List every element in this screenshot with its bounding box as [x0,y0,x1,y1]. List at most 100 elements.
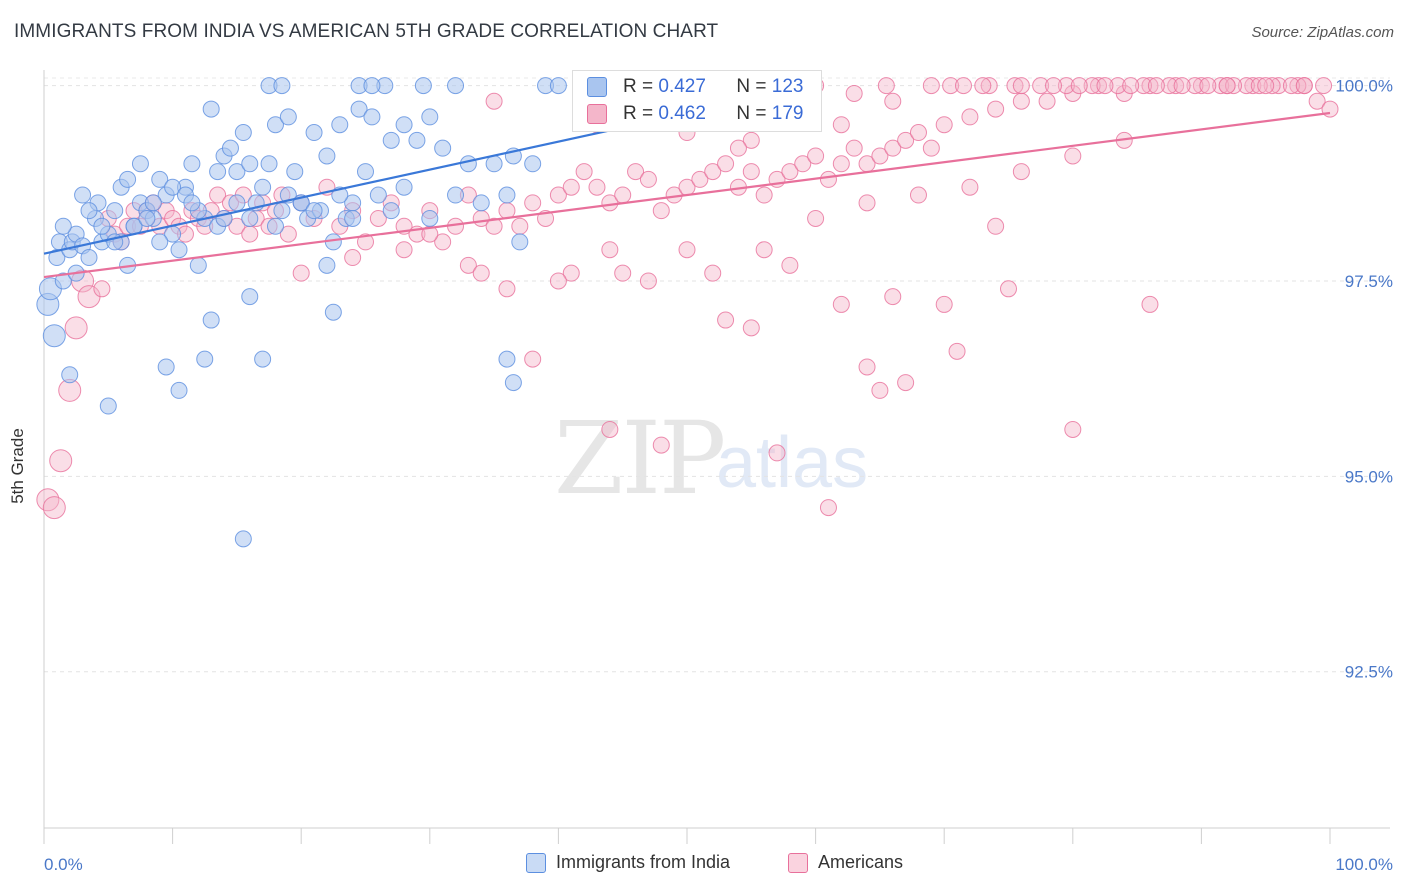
americans-point [1173,77,1191,95]
legend-item-americans: Americans [788,852,903,873]
americans-point [922,77,940,95]
americans-point [1070,77,1088,95]
india-point [421,209,439,227]
india-point [485,155,503,173]
americans-trend-line [43,111,1331,279]
india-point [305,202,323,220]
americans-point [1057,77,1075,95]
americans-point [704,163,722,181]
americans-point [357,233,374,251]
series-legend: Immigrants from India Americans [0,852,1406,880]
india-point [498,350,516,368]
americans-point [1064,420,1082,438]
india-point [382,131,400,149]
americans-point [209,186,227,204]
india-point [266,217,284,235]
americans-point [742,319,760,337]
americans-point [832,116,850,134]
india-point [80,202,98,220]
americans-point [1083,77,1101,95]
americans-point [1218,77,1236,95]
americans-point [241,225,259,243]
india-point [241,288,259,306]
americans-point [575,163,593,181]
americans-point [1135,77,1153,95]
india-point [170,381,188,399]
americans-point [909,186,927,204]
americans-point [627,163,645,181]
india-point [369,186,387,204]
india-point [234,124,252,142]
stats-legend-row-americans: R = 0.462 N = 179 [587,102,803,126]
americans-point [1032,77,1050,95]
americans-point [1225,77,1243,95]
americans-point [935,116,953,134]
americans-point [472,264,490,282]
india-point [241,155,259,173]
americans-point [974,77,992,95]
americans-point [877,77,895,95]
americans-point [845,84,863,102]
r-label: R = [623,103,659,124]
india-point [106,202,124,220]
americans-point [922,139,940,157]
americans-point [768,444,786,462]
americans-point [884,288,902,306]
americans-point [691,170,709,188]
india-point [305,124,323,142]
india-point [119,170,137,188]
americans-point [1244,77,1262,95]
india-point [279,108,297,126]
americans-point [1257,77,1275,95]
americans-point [485,217,503,235]
americans-point [961,178,979,196]
americans-point [942,77,960,95]
americans-point [42,496,66,520]
americans-point [1096,77,1114,95]
india-point [54,272,72,290]
india-point [318,256,336,274]
americans-point [897,131,915,149]
india-point [350,100,368,118]
americans-point [1000,280,1017,298]
americans-point [858,194,876,212]
india-point [93,217,111,235]
americans-point [845,139,863,157]
americans-point [884,139,902,157]
india-point [324,303,342,321]
india-point [221,139,239,157]
source-label: Source: ZipAtlas.com [1251,24,1394,41]
india-point [447,186,465,204]
stats-legend: R = 0.427 N = 123 R = 0.462 N = 179 [572,70,822,132]
americans-point [49,449,73,473]
india-point [504,374,522,392]
americans-point [1141,295,1159,313]
americans-point [1012,92,1030,110]
americans-point [36,488,60,512]
india-point [241,209,259,227]
americans-point [897,374,915,392]
americans-point [64,316,88,340]
americans-point [717,155,735,173]
americans-point [93,280,111,298]
americans-point [1064,147,1082,165]
india-point [434,139,452,157]
americans-point [1167,77,1185,95]
chart-title: IMMIGRANTS FROM INDIA VS AMERICAN 5TH GR… [14,21,719,42]
americans-point [369,209,387,227]
y-tick-label: 100.0% [1335,77,1393,96]
americans-point [639,272,657,290]
india-point [395,178,413,196]
americans-point [871,147,889,165]
americans-point [704,264,722,282]
americans-point [1263,77,1281,95]
india-point [164,178,182,196]
americans-point [1270,77,1288,95]
americans-point [1199,77,1217,95]
india-point [228,163,246,181]
americans-point [742,163,760,181]
americans-point [652,202,670,220]
watermark-zip: ZIP [554,400,726,517]
americans-point [614,186,632,204]
india-point [202,311,220,329]
